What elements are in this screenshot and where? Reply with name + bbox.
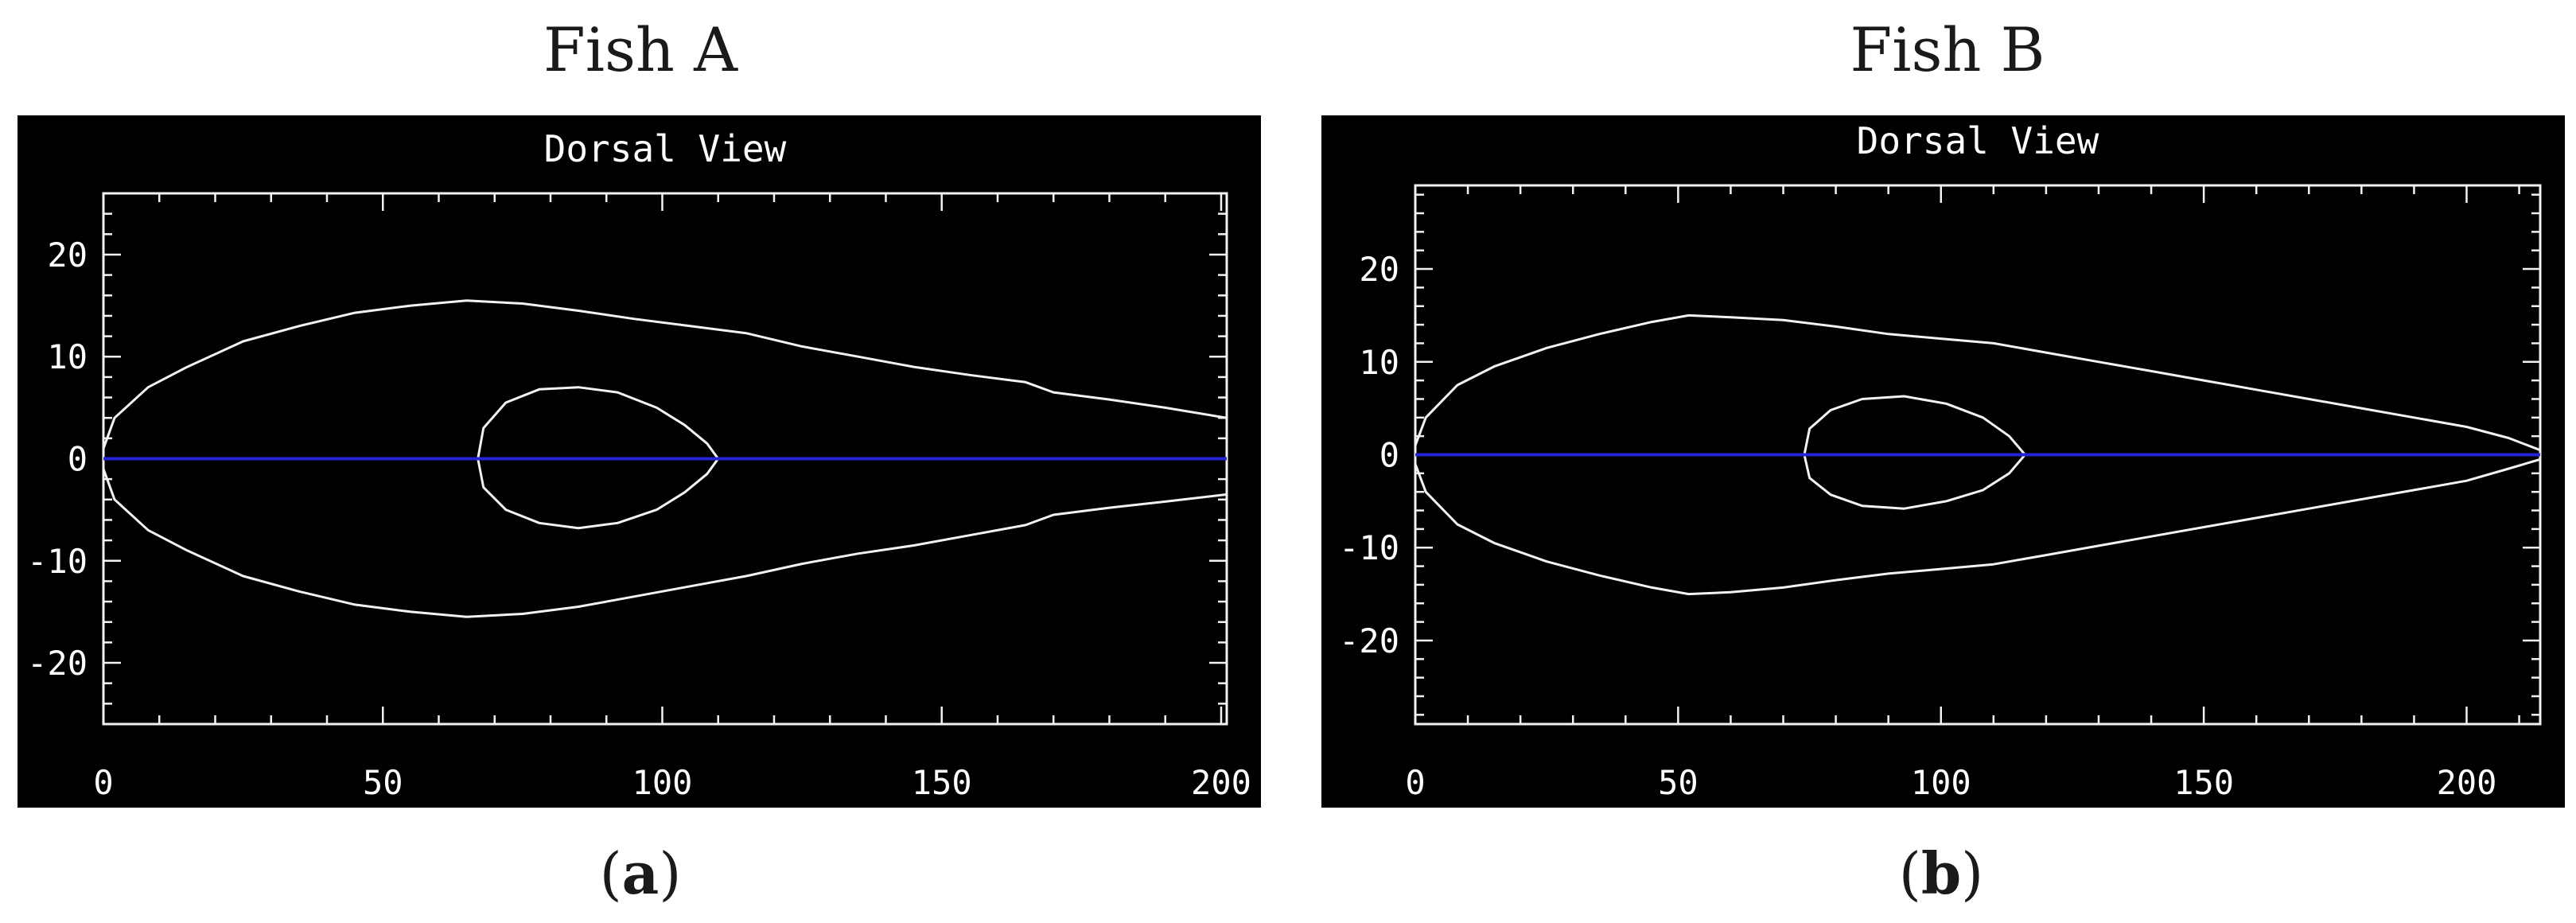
y-tick-label-b: -20 — [1339, 621, 1399, 660]
x-tick-label-a: 100 — [632, 763, 693, 802]
panel-label-b-letter: b — [1920, 839, 1962, 907]
panel-label-b: (b) — [1898, 839, 1984, 907]
x-tick-label-a: 0 — [93, 763, 113, 802]
fish-a-title: Fish A — [543, 14, 738, 85]
y-tick-label-a: -20 — [27, 644, 88, 683]
y-tick-label-a: 20 — [47, 236, 88, 275]
fish-b-title: Fish B — [1850, 14, 2045, 85]
x-tick-label-a: 50 — [363, 763, 403, 802]
y-tick-label-a: 10 — [47, 337, 88, 376]
x-tick-label-b: 100 — [1911, 763, 1971, 802]
plot-title-a: Dorsal View — [544, 127, 787, 170]
x-tick-label-a: 150 — [912, 763, 972, 802]
y-tick-label-b: 10 — [1359, 343, 1399, 382]
body-outline-lower-a — [102, 468, 1228, 618]
body-outline-lower-b — [1414, 458, 2541, 596]
panel-label-a: (a) — [599, 839, 682, 907]
swimbladder-outline-b — [1803, 395, 2026, 510]
body-outline-upper-a — [102, 299, 1228, 450]
body-outline-upper-b — [1414, 314, 2541, 452]
y-tick-label-a: 0 — [68, 440, 88, 479]
chart-panel-b: Dorsal View 0 50 100 150 200 -20 -10 0 10 20 — [1321, 115, 2565, 808]
plot-title-b: Dorsal View — [1857, 119, 2099, 162]
y-tick-label-a: -10 — [27, 542, 88, 581]
x-tick-label-a: 200 — [1191, 763, 1251, 802]
y-tick-label-b: -10 — [1339, 528, 1399, 567]
x-tick-label-b: 50 — [1658, 763, 1699, 802]
chart-panel-a: Dorsal View 0 50 100 150 200 -20 -10 0 10 20 — [18, 115, 1261, 808]
dorsal-view-chart-a: Dorsal View 0 50 100 150 200 -20 -10 0 10 20 — [27, 127, 1251, 802]
x-tick-label-b: 200 — [2437, 763, 2497, 802]
panel-label-a-letter: a — [621, 839, 660, 907]
dorsal-view-chart-b: Dorsal View 0 50 100 150 200 -20 -10 0 10 20 — [1339, 119, 2542, 802]
x-tick-label-b: 150 — [2173, 763, 2234, 802]
x-tick-label-b: 0 — [1405, 763, 1425, 802]
y-tick-label-b: 20 — [1359, 250, 1399, 289]
y-tick-label-b: 0 — [1379, 436, 1399, 475]
